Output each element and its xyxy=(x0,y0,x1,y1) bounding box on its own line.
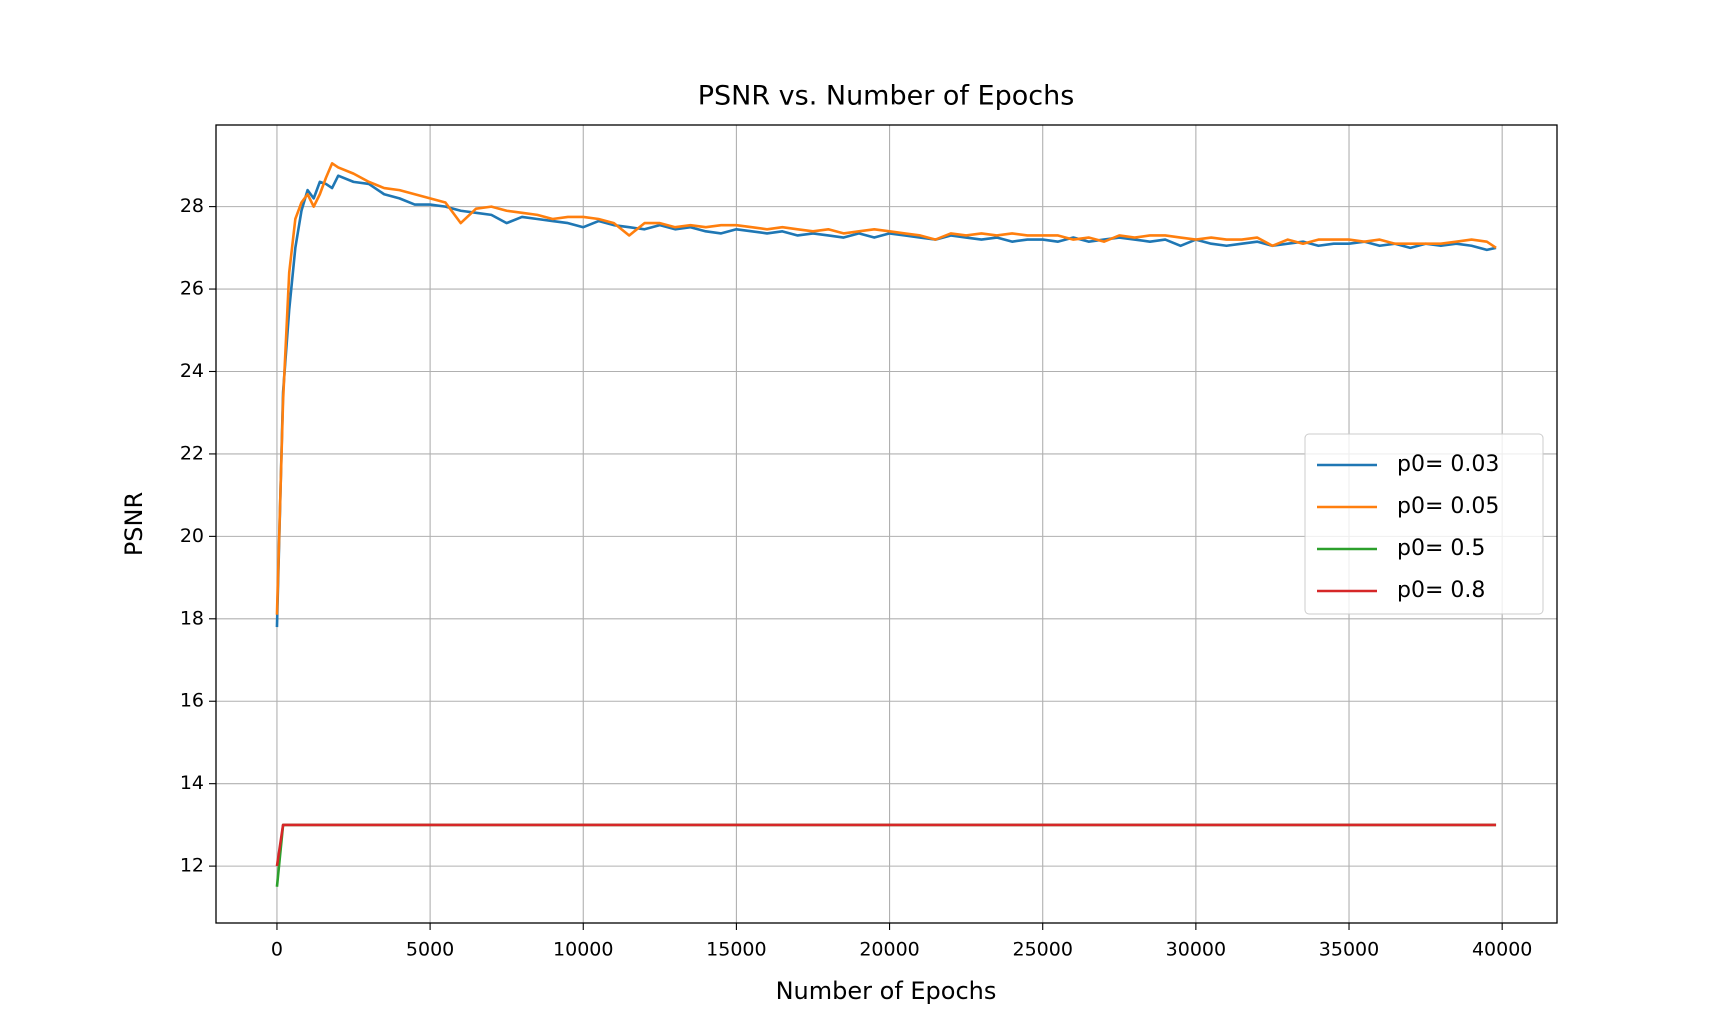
y-tick-label: 14 xyxy=(180,772,204,794)
series-line xyxy=(275,823,1497,867)
legend-label: p0= 0.5 xyxy=(1397,536,1485,561)
y-axis-label: PSNR xyxy=(120,492,148,556)
series-line xyxy=(275,162,1497,615)
y-tick-label: 18 xyxy=(180,607,204,629)
legend-box xyxy=(1304,433,1544,615)
x-tick-label: 40000 xyxy=(1472,939,1532,961)
x-tick-label: 5000 xyxy=(406,939,454,961)
x-tick-label: 30000 xyxy=(1166,939,1226,961)
x-tick-label: 15000 xyxy=(706,939,766,961)
legend-label: p0= 0.8 xyxy=(1397,578,1485,603)
y-tick-label: 20 xyxy=(180,525,204,547)
x-tick-label: 20000 xyxy=(859,939,919,961)
legend-label: p0= 0.03 xyxy=(1397,452,1499,477)
y-tick-label: 12 xyxy=(180,855,204,877)
y-tick-label: 22 xyxy=(180,442,204,464)
y-tick-label: 16 xyxy=(180,690,204,712)
x-tick-label: 10000 xyxy=(553,939,613,961)
x-tick-label: 0 xyxy=(271,939,283,961)
x-axis-label: Number of Epochs xyxy=(776,977,997,1005)
x-tick-label: 35000 xyxy=(1319,939,1379,961)
series-line xyxy=(275,823,1497,887)
legend-label: p0= 0.05 xyxy=(1397,494,1499,519)
y-tick-label: 26 xyxy=(180,278,204,300)
plot-frame xyxy=(215,124,1558,924)
series-line xyxy=(275,174,1497,628)
y-tick-label: 24 xyxy=(180,360,204,382)
y-tick-label: 28 xyxy=(180,195,204,217)
x-tick-label: 25000 xyxy=(1012,939,1072,961)
chart-title: PSNR vs. Number of Epochs xyxy=(698,81,1075,112)
